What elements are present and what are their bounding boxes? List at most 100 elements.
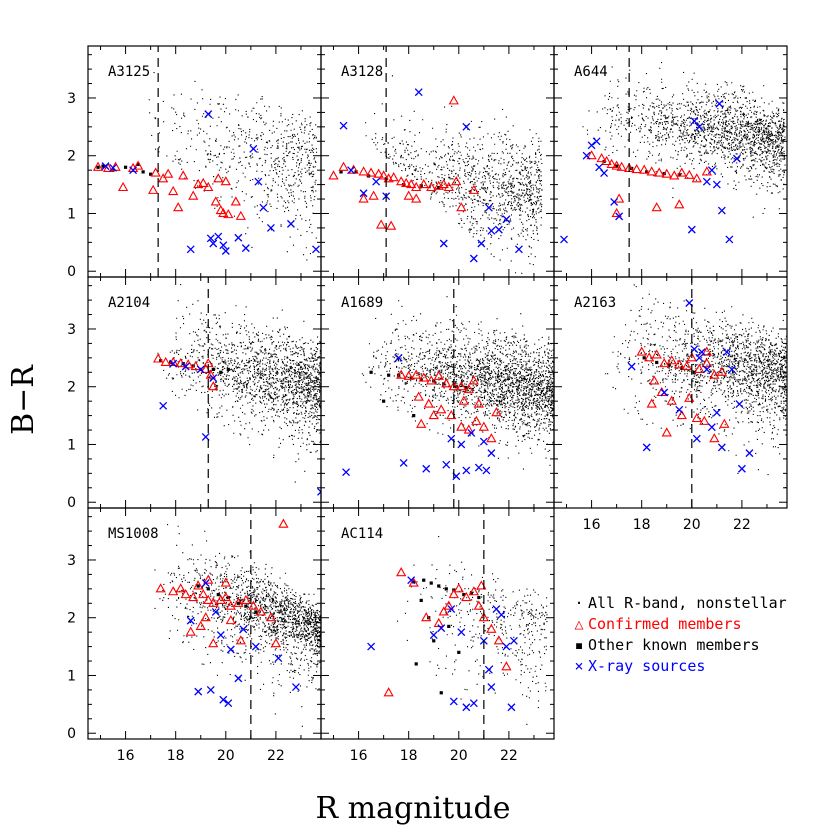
xray-source-point [286,219,295,228]
xray-source-point [254,177,263,186]
confirmed-member-point [198,588,209,599]
panel-plot-area [153,277,321,508]
confirmed-member-point [719,418,730,428]
other-member-point [642,356,646,360]
xray-source-point [600,169,609,178]
xray-source-point [169,359,178,368]
field-galaxies [361,296,554,470]
confirmed-member-point [716,366,727,376]
confirmed-member-point [208,638,219,648]
xray-source-point [312,245,320,254]
confirmed-member-point [338,161,349,171]
xray-source-point [251,642,260,651]
y-tick-label: 0 [67,264,76,280]
confirmed-member-point [178,170,189,180]
confirmed-member-point [709,433,720,443]
confirmed-member-point [418,178,429,189]
legend-symbol-other: ▪ [574,636,583,654]
y-tick-label: 1 [67,206,76,222]
x-tick-label: 20 [217,748,235,764]
confirmed-member-point [438,178,449,189]
xray-source-point [216,631,225,640]
confirmed-member-point [651,202,662,212]
other-member-point [123,165,128,169]
confirmed-member-point [255,606,267,616]
xray-source-point [592,137,601,146]
legend-label-xray: X-ray sources [588,657,705,675]
confirmed-member-point [701,166,712,176]
xray-source-point [560,235,568,244]
xray-source-point [484,203,493,212]
other-member-point [655,360,659,365]
other-member-point [414,662,418,666]
other-member-point [387,373,391,377]
xray-source-point [695,122,704,131]
x-tick-label: 16 [583,517,601,533]
panel-plot-area [154,508,321,739]
xray-source-point [109,163,118,172]
confirmed-member-point [681,360,692,371]
xray-source-point [407,576,416,585]
xray-source-point [715,99,724,108]
other-member-point [226,367,230,371]
xray-source-point [707,166,716,175]
confirmed-member-point [185,626,196,636]
confirmed-member-point [413,391,424,401]
xray-source-point [359,189,368,198]
confirmed-member-point [478,421,489,431]
xray-source-point [502,215,511,224]
xray-source-point [194,687,203,696]
confirmed-member-point [468,184,479,194]
other-member-point [444,587,448,591]
xray-source-point [211,607,220,616]
confirmed-member-point [606,158,617,168]
xray-source-point [204,110,213,119]
other-member-point [677,173,681,177]
confirmed-member-point [175,583,186,593]
confirmed-member-point [193,580,204,590]
other-member-point [244,604,248,608]
panel-title: AC114 [341,526,383,542]
panel-plot-area [367,508,548,739]
xray-source-point [249,144,258,153]
xray-source-point [214,232,223,241]
confirmed-member-point [443,181,454,192]
y-tick-label: 1 [67,437,76,453]
xray-source-point [201,579,210,588]
confirmed-member-point [691,173,702,183]
confirmed-member-point [596,152,607,163]
y-tick-label: 0 [67,726,76,742]
other-member-point [149,172,153,176]
confirmed-member-point [441,378,452,388]
other-member-point [469,591,473,596]
other-member-point [447,624,451,628]
confirmed-member-point [358,193,369,203]
xray-source-point [442,460,451,469]
confirmed-member-point [458,395,469,405]
panel-ac114: 16 18 20 22 AC114 [320,507,555,764]
panel-title: A3128 [341,64,383,80]
confirmed-member-point [411,181,422,192]
xray-source-point [469,254,478,263]
other-member-point [339,170,343,174]
confirmed-member-point [661,168,672,178]
xray-source-point [474,463,483,472]
xray-source-point [660,388,669,397]
confirmed-member-point [365,167,377,177]
xray-source-point [702,177,711,186]
xray-source-point [239,625,248,634]
xray-source-point [615,212,624,221]
panel-a1689: A1689 [320,276,555,509]
confirmed-member-point [426,375,437,385]
confirmed-member-point [278,518,289,528]
confirmed-member-point [368,190,379,200]
confirmed-member-point [676,409,687,420]
confirmed-member-point [200,612,211,622]
confirmed-member-point [235,210,246,220]
confirmed-member-point [473,398,484,408]
confirmed-member-point [646,166,657,176]
xray-source-point [717,206,726,215]
confirmed-member-point [463,383,474,394]
other-member-point [462,593,466,597]
